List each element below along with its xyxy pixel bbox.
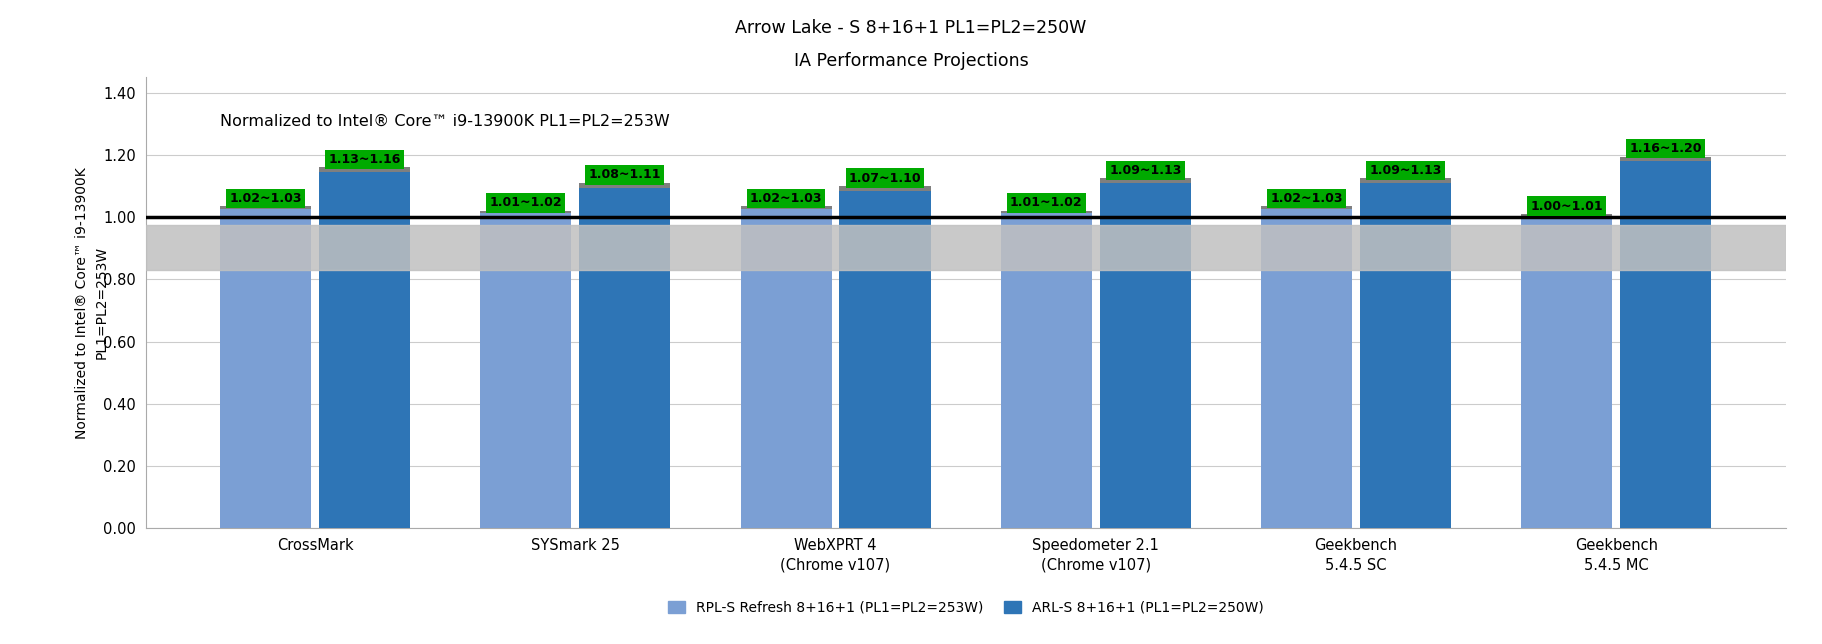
Bar — [1100, 178, 1192, 183]
Bar — [481, 211, 572, 213]
Text: IA Performance Projections: IA Performance Projections — [794, 52, 1028, 70]
Bar — [319, 167, 410, 172]
Text: 1.08~1.11: 1.08~1.11 — [589, 169, 661, 182]
Bar — [319, 172, 410, 528]
Text: 1.02~1.03: 1.02~1.03 — [751, 192, 822, 205]
Bar — [220, 209, 312, 528]
Bar — [1261, 206, 1352, 209]
Bar — [146, 225, 1786, 270]
Text: 1.16~1.20: 1.16~1.20 — [1629, 142, 1702, 155]
Bar — [1521, 214, 1612, 216]
Bar — [579, 187, 670, 528]
Text: 1.02~1.03: 1.02~1.03 — [230, 192, 302, 205]
Bar — [740, 206, 831, 209]
Bar — [1000, 211, 1091, 213]
Text: Normalized to Intel® Core™ i9-13900K PL1=PL2=253W: Normalized to Intel® Core™ i9-13900K PL1… — [220, 114, 670, 129]
Bar — [740, 209, 831, 528]
Text: 1.07~1.10: 1.07~1.10 — [849, 171, 922, 185]
Text: Arrow Lake - S 8+16+1 PL1=PL2=250W: Arrow Lake - S 8+16+1 PL1=PL2=250W — [736, 19, 1086, 37]
Bar — [579, 183, 670, 187]
Bar — [1359, 183, 1450, 528]
Bar — [840, 191, 931, 528]
Bar — [1521, 216, 1612, 528]
Text: 1.09~1.13: 1.09~1.13 — [1110, 164, 1181, 176]
Bar — [1261, 209, 1352, 528]
Text: 1.02~1.03: 1.02~1.03 — [1270, 192, 1343, 205]
Bar — [1359, 178, 1450, 183]
Bar — [1620, 156, 1711, 161]
Bar — [1100, 183, 1192, 528]
Bar — [1000, 213, 1091, 528]
Y-axis label: Normalized to Intel® Core™ i9-13900K
PL1=PL2=253W: Normalized to Intel® Core™ i9-13900K PL1… — [75, 167, 109, 439]
Bar — [840, 186, 931, 191]
Bar — [481, 213, 572, 528]
Text: 1.00~1.01: 1.00~1.01 — [1530, 200, 1603, 213]
Text: 1.09~1.13: 1.09~1.13 — [1370, 164, 1441, 176]
Text: 1.13~1.16: 1.13~1.16 — [328, 153, 401, 166]
Text: 1.01~1.02: 1.01~1.02 — [490, 196, 563, 209]
Text: 1.01~1.02: 1.01~1.02 — [1009, 196, 1082, 209]
Bar — [1620, 161, 1711, 528]
Legend: RPL-S Refresh 8+16+1 (PL1=PL2=253W), ARL-S 8+16+1 (PL1=PL2=250W): RPL-S Refresh 8+16+1 (PL1=PL2=253W), ARL… — [663, 595, 1268, 620]
Bar — [220, 206, 312, 209]
